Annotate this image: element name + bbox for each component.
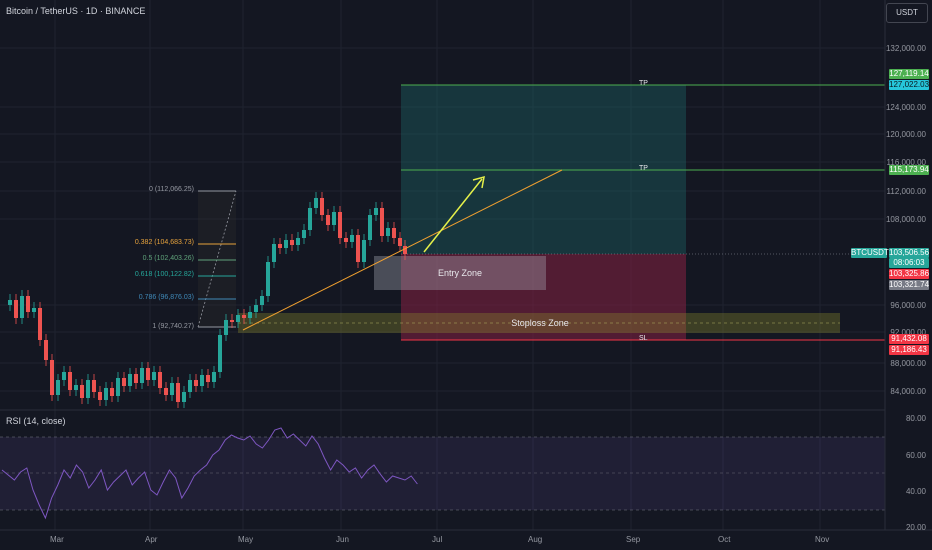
- rsi-tick: 20.00: [905, 523, 926, 532]
- sl-label: SL: [639, 335, 648, 342]
- time-tick: Jul: [432, 535, 443, 544]
- price-tick: 132,000.00: [885, 44, 926, 53]
- time-tick: Mar: [50, 535, 64, 544]
- arrow-head-icon: [472, 175, 485, 189]
- rsi-tick: 60.00: [905, 451, 926, 460]
- time-tick: Oct: [718, 535, 731, 544]
- price-tick: 124,000.00: [885, 103, 926, 112]
- trendline[interactable]: [242, 169, 563, 331]
- price-tick: 84,000.00: [890, 387, 926, 396]
- price-tick: 92,000.00: [890, 328, 926, 337]
- price-tick: 88,000.00: [890, 359, 926, 368]
- currency-button[interactable]: USDT: [886, 3, 928, 23]
- sl-price-badge[interactable]: 91,432.08: [889, 334, 929, 344]
- rsi-tick: 40.00: [905, 487, 926, 496]
- sl-alt-price-badge[interactable]: 91,186.43: [889, 345, 929, 355]
- rsi-tick: 80.00: [905, 414, 926, 423]
- time-tick: Apr: [145, 535, 158, 544]
- stoploss-zone-label: Stoploss Zone: [511, 318, 569, 328]
- tp1-label: TP: [639, 80, 648, 87]
- fib-level-label: 0.382 (104,683.73): [134, 239, 194, 246]
- projection-arrow[interactable]: [423, 178, 483, 253]
- candlestick-series: [8, 192, 407, 408]
- fib-level-label: 0.5 (102,403.26): [142, 255, 194, 262]
- price-tick: 96,000.00: [890, 301, 926, 310]
- time-tick: Sep: [626, 535, 641, 544]
- tp1-price-badge[interactable]: 127,119.14: [889, 69, 929, 79]
- entry-zone-label: Entry Zone: [437, 268, 483, 278]
- price-tick: 120,000.00: [885, 130, 926, 139]
- red-price-badge[interactable]: 103,325.86: [889, 269, 930, 279]
- fib-level-label: 1 (92,740.27): [152, 323, 194, 330]
- chart-grid: [0, 0, 885, 530]
- tp1-alt-price-badge[interactable]: 127,022.03: [889, 80, 930, 90]
- bar-countdown: 08:06:03: [889, 258, 929, 268]
- tp2-price-badge[interactable]: 115,173.94: [889, 165, 929, 175]
- time-tick: May: [238, 535, 254, 544]
- entry-zone-box[interactable]: [374, 256, 546, 290]
- price-tick: 112,000.00: [886, 187, 926, 196]
- fib-level-label: 0.786 (96,876.03): [138, 294, 194, 301]
- fib-level-label: 0 (112,066.25): [148, 186, 194, 193]
- fib-level-label: 0.618 (100,122.82): [134, 271, 194, 278]
- symbol-badge[interactable]: BTCUSDT: [851, 248, 889, 258]
- time-tick: Aug: [528, 535, 543, 544]
- rsi-indicator-title[interactable]: RSI (14, close): [6, 416, 66, 426]
- rsi-band: [0, 437, 885, 510]
- price-tick: 116,000.00: [886, 158, 926, 167]
- fib-levels: [198, 190, 236, 328]
- time-tick: Jun: [336, 535, 349, 544]
- sl-loss-zone[interactable]: [401, 254, 686, 340]
- fib-diagonal: [197, 190, 237, 328]
- time-tick: Nov: [815, 535, 830, 544]
- rsi-line: [1, 427, 418, 520]
- symbol-title[interactable]: Bitcoin / TetherUS · 1D · BINANCE: [6, 6, 146, 16]
- gray-price-badge[interactable]: 103,321.74: [889, 280, 930, 290]
- tp2-label: TP: [639, 165, 648, 172]
- last-price-badge[interactable]: 103,506.56: [889, 248, 930, 258]
- price-tick: 108,000.00: [885, 215, 926, 224]
